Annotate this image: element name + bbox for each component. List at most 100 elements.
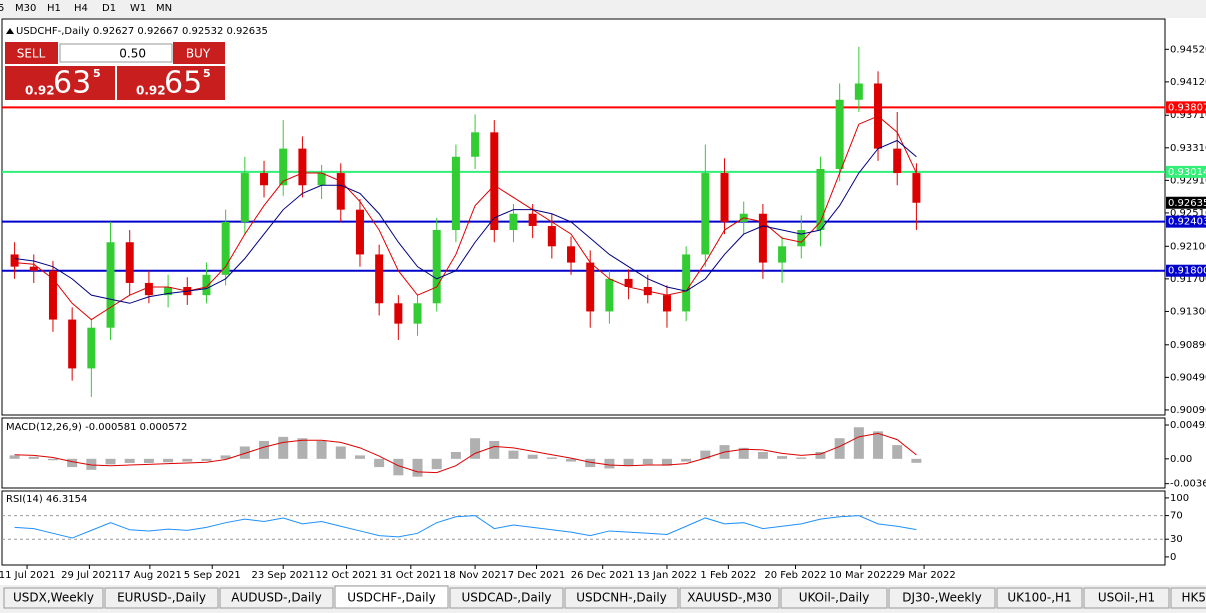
price-level-label: 0.93807 — [1168, 102, 1206, 113]
timeframe-button[interactable]: M30 — [15, 3, 36, 14]
candle-body — [221, 221, 230, 275]
macd-bar — [527, 454, 538, 459]
tab[interactable] — [449, 587, 564, 609]
timeframe-button[interactable]: D1 — [102, 3, 116, 14]
macd-bar — [86, 458, 97, 470]
x-tick-label: 1 Feb 2022 — [700, 570, 756, 581]
y-tick-label: 0.00 — [1170, 454, 1192, 465]
x-tick-label: 7 Dec 2021 — [508, 570, 566, 581]
x-tick-label: 18 Nov 2021 — [443, 570, 507, 581]
macd-bar — [105, 458, 116, 465]
timeframe-button[interactable]: 5 — [0, 3, 4, 14]
macd-bar — [201, 458, 212, 461]
moving-average — [14, 115, 917, 321]
candle-body — [164, 287, 173, 296]
x-tick-label: 29 Mar 2022 — [892, 570, 955, 581]
x-tick-label: 23 Sep 2021 — [252, 570, 315, 581]
tab[interactable] — [564, 587, 679, 609]
macd-bar — [911, 458, 922, 463]
macd-bar — [489, 440, 500, 459]
buy-big: 0.92 — [136, 84, 166, 98]
rsi-frame — [1, 490, 1166, 566]
macd-bar — [815, 451, 826, 459]
tab[interactable] — [1083, 587, 1170, 609]
last-price-tag — [1166, 196, 1206, 209]
candle-body — [298, 148, 307, 186]
candle-body — [260, 173, 269, 186]
chart-bg — [0, 18, 1206, 585]
price-level-label: 0.93014 — [1168, 167, 1206, 178]
macd-bar — [143, 458, 154, 463]
tab[interactable] — [334, 585, 449, 609]
timeframe-button[interactable]: MN — [156, 3, 172, 14]
buy-button[interactable] — [173, 42, 225, 64]
tab[interactable] — [888, 587, 996, 609]
macd-bar — [374, 458, 385, 468]
macd-bar — [546, 457, 557, 459]
macd-bar — [28, 456, 39, 459]
macd-bar — [431, 458, 442, 470]
macd-bar — [661, 458, 672, 466]
macd-bar — [892, 445, 903, 459]
candle-body — [490, 132, 499, 231]
buy-label: BUY — [186, 47, 211, 61]
lot-value: 0.50 — [119, 47, 146, 61]
sell-price-box[interactable] — [5, 66, 115, 100]
candle-body — [240, 173, 249, 222]
timeframe-button[interactable]: H1 — [47, 3, 61, 14]
tab[interactable] — [996, 587, 1083, 609]
candle-body — [586, 262, 595, 312]
macd-bar — [700, 450, 711, 459]
candle-body — [893, 148, 902, 174]
candle-body — [835, 99, 844, 169]
tab[interactable] — [219, 587, 334, 609]
sell-button[interactable] — [5, 42, 58, 64]
macd-bar — [642, 458, 653, 465]
candle-body — [413, 303, 422, 324]
macd-bar — [9, 455, 20, 459]
tab[interactable] — [1170, 587, 1206, 609]
candle-body — [701, 173, 710, 255]
candle-body — [317, 173, 326, 186]
tab[interactable] — [104, 587, 219, 609]
x-tick-label: 31 Oct 2021 — [380, 570, 442, 581]
last-price-label: 0.92635 — [1168, 198, 1206, 209]
candle-body — [48, 270, 57, 320]
candle-body — [10, 254, 19, 267]
candle-body — [432, 230, 441, 304]
macd-bar — [278, 436, 289, 459]
tab[interactable] — [3, 587, 104, 609]
candle-body — [87, 327, 96, 369]
y-tick-label: -0.003611 — [1170, 479, 1206, 490]
buy-price-box[interactable] — [117, 66, 225, 100]
price-level-label: 0.91800 — [1168, 266, 1206, 277]
title-arrow — [6, 28, 14, 34]
timeframe-button[interactable]: H4 — [74, 3, 88, 14]
candle-body — [125, 242, 134, 283]
tab[interactable] — [679, 587, 780, 609]
lot-input[interactable] — [59, 43, 173, 63]
toolbar — [0, 0, 1206, 18]
candle-body — [106, 242, 115, 328]
timeframe-button[interactable]: W1 — [130, 3, 146, 14]
macd-bar — [508, 450, 519, 459]
tab-label: USOil-,H1 — [1098, 591, 1155, 605]
tab[interactable] — [780, 587, 888, 609]
buy-main: 65 — [164, 66, 202, 101]
macd-bar — [796, 457, 807, 459]
candle-body — [778, 246, 787, 263]
candle-body — [854, 83, 863, 100]
candle-body — [394, 303, 403, 324]
tab-label: XAUUSD-,M30 — [687, 591, 772, 605]
tab-label: UK100-,H1 — [1007, 591, 1071, 605]
x-tick-label: 12 Oct 2021 — [316, 570, 378, 581]
candle-body — [797, 230, 806, 247]
macd-signal — [14, 432, 917, 474]
macd-bar — [777, 456, 788, 459]
